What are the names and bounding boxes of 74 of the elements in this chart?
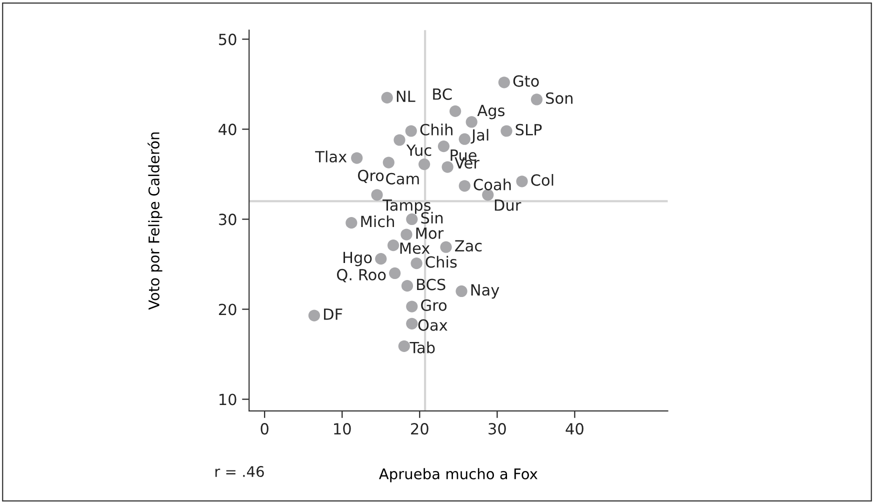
- point: [530, 94, 543, 106]
- point: [418, 158, 430, 170]
- point: [456, 285, 468, 298]
- point: [410, 258, 422, 270]
- annotation: Q. Roo: [337, 268, 386, 282]
- annotation: Mor: [416, 228, 444, 239]
- annotation: Oax: [418, 319, 448, 331]
- point: [406, 300, 418, 312]
- annotation: Coah: [474, 178, 511, 190]
- annotation: Gto: [513, 75, 539, 87]
- point: [394, 134, 406, 146]
- point: [438, 140, 450, 152]
- point: [442, 161, 454, 173]
- x-axis-title: Aprueba mucho a Fox: [378, 468, 538, 482]
- point: [398, 340, 410, 352]
- y-tick-label: 50: [219, 34, 236, 46]
- point: [458, 180, 470, 192]
- annotation: Mex: [400, 242, 430, 254]
- point: [401, 280, 414, 292]
- point: [500, 125, 512, 137]
- point: [351, 152, 363, 164]
- annotation: Hgo: [344, 252, 372, 266]
- point: [458, 133, 470, 145]
- annotation: BCS: [417, 278, 446, 290]
- point: [387, 240, 400, 252]
- y-tick-label: 30: [219, 214, 236, 226]
- annotation: SLP: [516, 124, 542, 136]
- y-tick-label: 40: [218, 124, 236, 136]
- point: [450, 105, 462, 118]
- annotation: Son: [546, 92, 572, 104]
- annotation: Zac: [455, 240, 482, 252]
- annotation: Cam: [386, 172, 419, 184]
- annotation: Ags: [477, 104, 505, 120]
- annotation: Chis: [426, 256, 457, 268]
- annotation: NL: [396, 90, 416, 102]
- annotation: Tlax: [315, 150, 347, 162]
- annotation: Mich: [361, 215, 394, 228]
- annotation: BC: [433, 88, 452, 100]
- annotation: Nay: [471, 284, 500, 299]
- x-tick-label: 0: [260, 423, 268, 435]
- point: [389, 267, 401, 280]
- x-tick-label: 10: [334, 423, 351, 435]
- x-tick-label: 20: [411, 423, 428, 435]
- point: [406, 213, 418, 226]
- x-tick-label: 40: [566, 423, 584, 435]
- point: [400, 228, 412, 240]
- point: [371, 189, 383, 201]
- annotation: Dur: [494, 200, 522, 211]
- annotation: Qro: [358, 170, 384, 184]
- y-axis-title: Voto por Felipe Calderón: [148, 132, 162, 310]
- y-tick-label: 20: [218, 304, 236, 316]
- point: [440, 241, 452, 253]
- text: r = .46: [215, 466, 264, 478]
- y-tick-label: 10: [220, 394, 236, 406]
- x-tick-label: 30: [488, 423, 506, 435]
- annotation: Jal: [470, 128, 488, 144]
- point: [375, 253, 387, 265]
- annotation: Sin: [421, 212, 443, 224]
- point: [466, 116, 478, 128]
- point: [381, 92, 393, 104]
- annotation: Tab: [410, 342, 435, 354]
- point: [406, 318, 418, 330]
- point: [308, 310, 320, 322]
- point: [516, 176, 528, 188]
- point: [346, 217, 358, 229]
- annotation: Gro: [421, 299, 447, 311]
- point: [405, 125, 417, 137]
- annotation: Yuc: [406, 144, 432, 156]
- annotation: DF: [324, 308, 342, 320]
- point: [382, 156, 394, 168]
- annotation: Chih: [420, 124, 452, 136]
- annotation: Col: [531, 174, 554, 186]
- point: [498, 76, 510, 88]
- annotation: Tamps: [382, 200, 431, 214]
